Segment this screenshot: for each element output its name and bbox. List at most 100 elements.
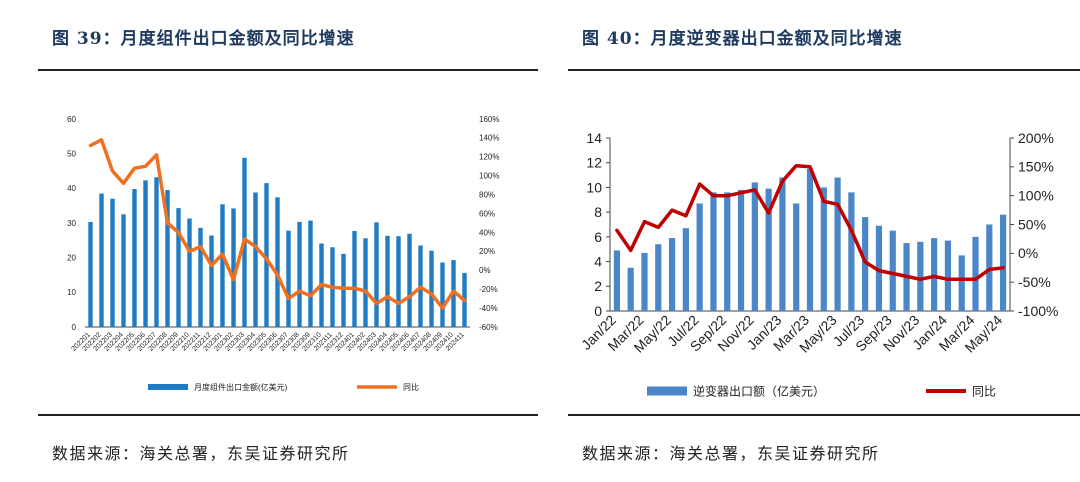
bar [958,255,965,311]
bar [710,192,717,311]
bar [132,189,137,327]
bar [848,192,855,311]
right-tick-label: 60% [479,209,495,218]
left-tick-label: 20 [67,253,76,262]
inverter-export-chart: 02468101214-100%-50%0%50%100%150%200%Jan… [578,130,1058,398]
bar [944,240,952,311]
bottom-rule [38,414,538,416]
bar [627,267,634,311]
bar [875,225,883,311]
bar [917,241,924,311]
right-tick-label: -50% [1018,274,1051,290]
bar [253,192,258,327]
left-tick-label: 0 [72,323,77,332]
bar [176,208,181,327]
bar [165,190,170,327]
bar [143,180,148,327]
right-tick-label: 20% [479,247,495,256]
yoy-line [88,138,467,310]
bar [696,203,703,311]
bar [187,218,192,327]
bar [121,214,126,327]
bar [834,177,841,311]
module-export-chart: 0 10 20 30 40 50 60 -60% -40% -20% 0% 20% 40% 60% 80% 1… [67,115,499,392]
bar [88,221,93,327]
legend-swatch-bar [647,386,687,396]
yoy-line [615,163,1005,282]
bar [308,220,313,327]
left-tick-label: 2 [594,278,602,294]
figure-title: 图 39：月度组件出口金额及同比增速 [52,29,355,49]
left-tick-label: 12 [586,155,602,171]
right-tick-label: 160% [479,115,499,124]
bar [297,221,302,327]
right-tick-label: 100% [479,172,499,181]
figure-39: 图 39：月度组件出口金额及同比增速 0 10 20 30 40 50 60 -60% -40%… [38,29,538,463]
right-tick-label: 50% [1018,216,1046,232]
bar [352,230,357,327]
bar [655,244,662,311]
right-tick-label: -40% [479,304,498,313]
bar [751,182,758,311]
top-rule [568,69,1080,71]
bar [154,177,159,327]
figure-40: 图 40：月度逆变器出口金额及同比增速 0 2 4 6 8 10 12 14 -100% -50%… [540,0,1080,482]
bar [737,189,745,311]
bar [765,188,772,311]
source-note: 数据来源：海关总署，东吴证券研究所 [582,444,880,463]
right-tick-label: 150% [1018,159,1054,175]
left-tick-label: 8 [594,204,602,220]
right-tick-label: 100% [1018,188,1054,204]
bar [341,253,346,327]
legend-label-bar: 逆变器出口额（亿美元） [693,383,825,398]
legend-label-line: 同比 [403,382,419,392]
left-tick-label: 10 [67,288,76,297]
left-tick-label: 14 [586,130,602,146]
right-tick-label: 140% [479,134,499,143]
left-tick-label: 50 [67,149,76,158]
left-tick-label: 0 [594,303,602,319]
right-tick-label: 0% [479,266,491,275]
bar [407,233,412,327]
bar [231,208,236,327]
left-tick-label: 60 [67,115,76,124]
bar [613,250,620,311]
bar [641,252,648,311]
bar [440,262,445,327]
source-note: 数据来源：海关总署，东吴证券研究所 [52,444,350,463]
right-tick-label: 40% [479,228,495,237]
top-rule [38,69,538,71]
bar [820,187,827,311]
bar [682,228,689,311]
bar [209,235,214,327]
bar [110,198,115,327]
bar [668,238,676,311]
bar [264,183,269,327]
right-tick-label: -100% [1018,303,1058,319]
figure-title: 图 40：月度逆变器出口金额及同比增速 [582,29,903,49]
legend-label-bar: 月度组件出口金额(亿美元) [194,382,288,392]
left-tick-label: 40 [67,184,76,193]
right-tick-label: 0% [1018,245,1038,261]
bar [396,236,401,327]
bar [793,203,800,311]
right-tick-label: -20% [479,285,498,294]
left-tick-label: 4 [594,253,602,269]
bar [385,235,390,327]
bar [931,238,938,311]
bar [363,238,368,327]
bar [724,192,731,311]
bar [806,168,814,311]
right-tick-label: 200% [1018,130,1054,146]
bar [779,177,786,311]
bar [429,250,434,327]
right-tick-label: 80% [479,190,495,199]
bar [286,230,291,327]
left-tick-label: 30 [67,219,76,228]
left-tick-label: 10 [586,179,602,195]
legend-swatch-bar [148,384,188,390]
bar [220,204,225,327]
right-tick-label: 120% [479,153,499,162]
right-tick-label: -60% [479,323,498,332]
bar [972,236,979,311]
